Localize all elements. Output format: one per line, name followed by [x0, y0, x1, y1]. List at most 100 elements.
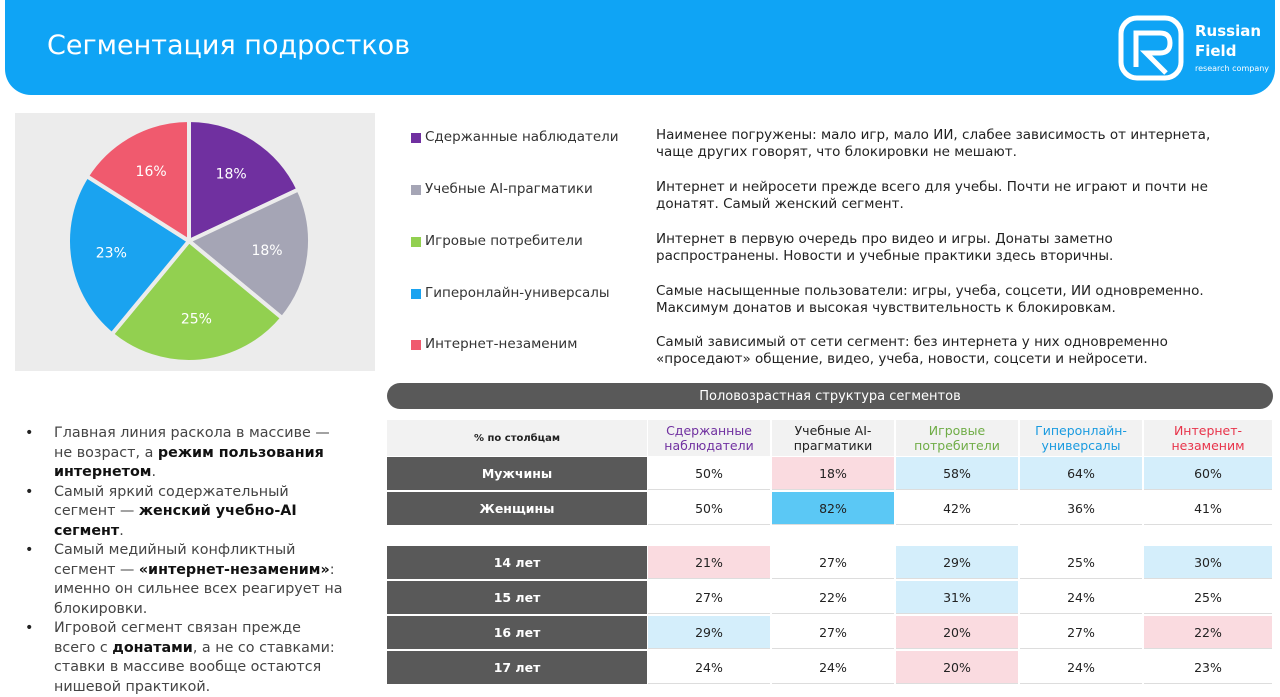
row-label: 16 лет: [387, 616, 647, 649]
bullet-text: Игровой сегмент связан прежде всего с до…: [54, 619, 345, 697]
table-cell: 24%: [1020, 581, 1142, 614]
table-cell: 29%: [648, 616, 770, 649]
table-title: Половозрастная структура сегментов: [387, 383, 1273, 409]
legend-swatch: [411, 133, 421, 143]
pie-label: 25%: [181, 311, 212, 327]
segment-description: Наименее погружены: мало игр, мало ИИ, с…: [656, 127, 1211, 160]
bullet-segment: Самый яркий содержательный сегмент —: [54, 483, 289, 520]
pie-slice: [109, 238, 286, 364]
table-cell: 21%: [648, 546, 770, 579]
pie-label: 18%: [216, 167, 247, 183]
header-bar: [5, 0, 1275, 95]
bullet-segment: .: [151, 464, 157, 480]
pie-label: 18%: [251, 243, 282, 259]
pie-label: 23%: [96, 245, 127, 261]
table-cell: 50%: [648, 457, 770, 490]
bullet-segment: Самый медийный конфликтный сегмент —: [54, 542, 296, 578]
segment-description: Самые насыщенные пользователи: игры, уче…: [656, 283, 1204, 316]
bullet-segment: «интернет-незаменим»: [138, 561, 330, 578]
table-cell: 27%: [772, 546, 894, 579]
bullet-text: Самый медийный конфликтный сегмент — «ин…: [54, 541, 345, 619]
bullet-text: Главная линия раскола в массиве — не воз…: [54, 424, 345, 483]
table-cell: 27%: [772, 616, 894, 649]
table-cell: 29%: [896, 546, 1018, 579]
bullet-dot: •: [25, 542, 34, 558]
legend-swatch: [411, 237, 421, 247]
table-cell: 22%: [772, 581, 894, 614]
table-cell: 24%: [1020, 651, 1142, 684]
legend-swatch: [411, 340, 421, 350]
legend-swatch: [411, 289, 421, 299]
bullet: • Главная линия раскола в массиве — не во…: [25, 424, 345, 483]
table-cell: 25%: [1144, 581, 1272, 614]
bullet-list: • Главная линия раскола в массиве — не во…: [25, 424, 345, 697]
table-cell: 25%: [1020, 546, 1142, 579]
row-label: 14 лет: [387, 546, 647, 579]
bullet-segment: : именно он сильнее всех реагирует на бл…: [54, 561, 343, 617]
title: Сегментация подростков: [47, 30, 411, 61]
legend-label: Игровые потребители: [425, 233, 583, 249]
column-header: Игровые потребители: [896, 420, 1018, 456]
column-header: Учебные AI-прагматики: [772, 420, 894, 456]
column-header: Гиперонлайн-универсалы: [1020, 420, 1142, 456]
table-cell: 50%: [648, 492, 770, 525]
row-label: 15 лет: [387, 581, 647, 614]
pie-slice: [185, 186, 312, 321]
table-cell: 24%: [772, 651, 894, 684]
bullet-segment: женский учебно-AI сегмент: [54, 503, 297, 539]
row-label: Женщины: [387, 492, 647, 525]
bullet-segment: .: [119, 522, 124, 539]
bullet: • Самый медийный конфликтный сегмент — «и…: [25, 541, 345, 619]
legend-label: Учебные AI-прагматики: [425, 181, 593, 197]
segment-description: Интернет и нейросети прежде всего для уч…: [656, 179, 1208, 212]
column-header: Сдержанные наблюдатели: [648, 420, 770, 456]
table-cell: 31%: [896, 581, 1018, 614]
pie-slice: [84, 117, 191, 245]
pie-chart: 18% 18% 25% 23% 16%: [66, 117, 312, 364]
table-cell: 18%: [772, 457, 894, 490]
logo-tagline: research company: [1195, 64, 1270, 73]
legend-label: Гиперонлайн-универсалы: [425, 285, 610, 301]
table-cell: 20%: [896, 616, 1018, 649]
bullet-segment: донатами: [112, 639, 193, 656]
table-cell: 27%: [1020, 616, 1142, 649]
bullet: • Игровой сегмент связан прежде всего с д…: [25, 619, 345, 697]
segment-description: Самый зависимый от сети сегмент: без инт…: [656, 334, 1168, 367]
table-cell: 58%: [896, 457, 1018, 490]
pie-slice: [187, 117, 302, 245]
table-cell: 64%: [1020, 457, 1142, 490]
table-cell: 41%: [1144, 492, 1272, 525]
legend-label: Интернет-незаменим: [425, 336, 578, 352]
segment-description: Интернет в первую очередь про видео и иг…: [656, 231, 1114, 264]
table-cell: 23%: [1144, 651, 1272, 684]
column-header: Интернет-незаменим: [1144, 420, 1272, 456]
bullet-segment: Игровой сегмент связан прежде всего с: [54, 620, 301, 656]
bullet-dot: •: [25, 483, 34, 500]
bullet-segment: Главная линия раскола в массиве — не воз…: [54, 425, 330, 461]
table-cell: 24%: [648, 651, 770, 684]
legend-swatch: [411, 185, 421, 195]
row-label: 17 лет: [387, 651, 647, 684]
table-cell: 36%: [1020, 492, 1142, 525]
table-cell: 20%: [896, 651, 1018, 684]
row-label: Мужчины: [387, 457, 647, 490]
logo-icon: [1118, 15, 1184, 81]
bullet: • Самый яркий содержательный сегмент — же…: [25, 483, 345, 542]
table-corner: % по столбцам: [387, 420, 647, 456]
table-cell: 60%: [1144, 457, 1272, 490]
bullet-dot: •: [25, 620, 34, 636]
table-cell: 27%: [648, 581, 770, 614]
bullet-text: Самый яркий содержательный сегмент — жен…: [54, 483, 345, 542]
logo-text: Field: [1195, 42, 1237, 60]
legend-label: Сдержанные наблюдатели: [425, 129, 619, 145]
table-cell: 82%: [772, 492, 894, 525]
bullet-segment: режим пользования интернетом: [54, 444, 324, 481]
table-cell: 22%: [1144, 616, 1272, 649]
bullet-dot: •: [25, 425, 34, 441]
table-cell: 42%: [896, 492, 1018, 525]
pie-label: 16%: [136, 164, 167, 180]
pie-slice: [66, 173, 192, 338]
table-cell: 30%: [1144, 546, 1272, 579]
logo-text: Russian: [1195, 22, 1262, 40]
